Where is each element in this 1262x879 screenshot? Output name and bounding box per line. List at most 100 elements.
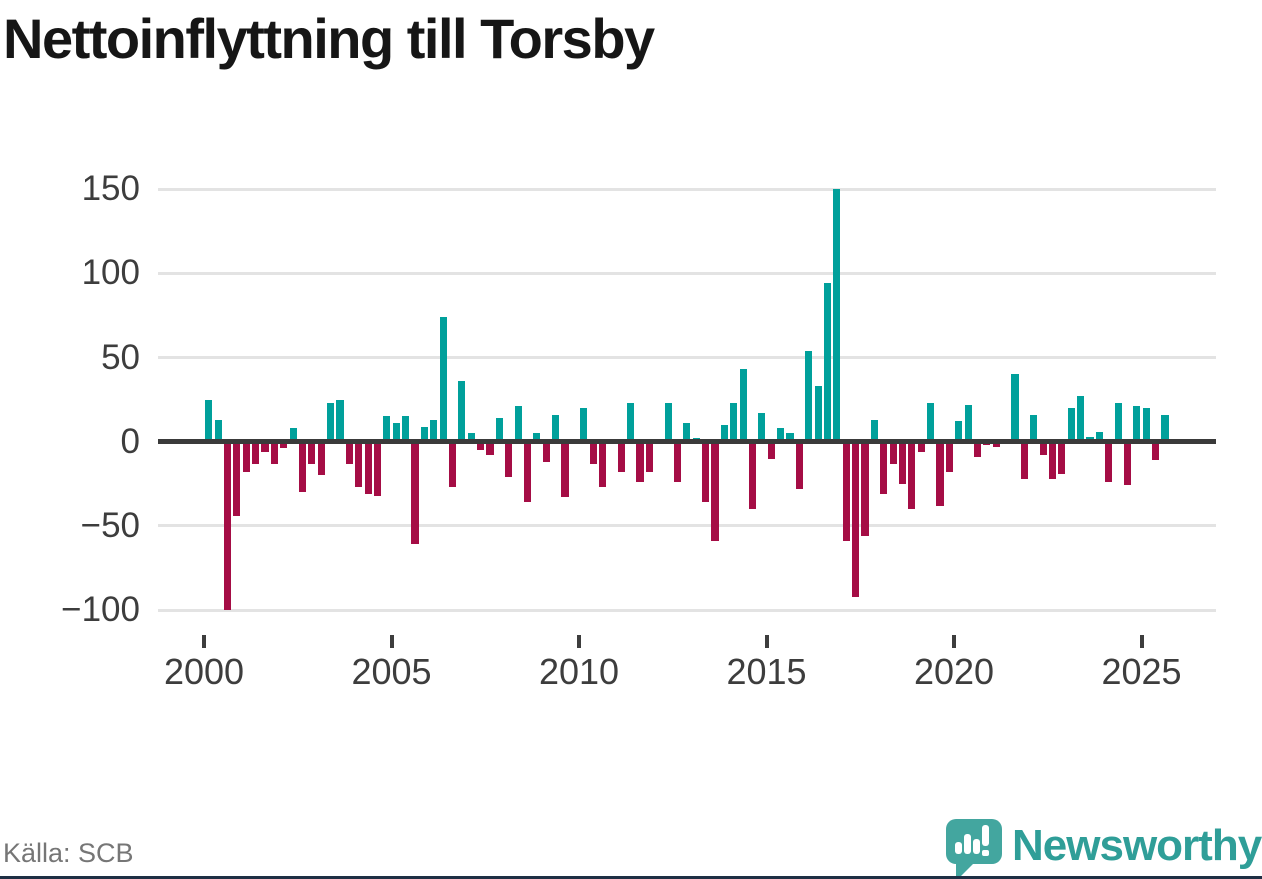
zero-axis-line [158, 439, 1216, 445]
bar-2017Q2 [852, 441, 860, 597]
bar-2023Q4 [1095, 431, 1103, 442]
bar-2019Q2 [927, 402, 935, 442]
bar-2011Q1 [617, 441, 625, 472]
bar-2018Q4 [908, 441, 916, 510]
bar-2025Q1 [1142, 408, 1150, 442]
bar-2020Q3 [973, 441, 982, 457]
bar-2022Q4 [1058, 441, 1066, 474]
bar-2013Q4 [720, 424, 728, 442]
bottom-accent-strip [0, 876, 1262, 879]
logo-bar-3 [973, 839, 980, 854]
bar-2023Q1 [1067, 408, 1075, 442]
bar-2016Q3 [823, 283, 832, 442]
bar-2016Q4 [833, 189, 841, 442]
bar-2024Q4 [1133, 406, 1141, 442]
bar-2005Q3 [411, 441, 419, 545]
bar-2001Q4 [270, 441, 278, 464]
bar-2003Q4 [345, 441, 353, 464]
bar-2020Q2 [964, 404, 972, 442]
bar-2015Q4 [795, 441, 803, 489]
bar-2017Q4 [870, 419, 878, 442]
bar-2003Q2 [327, 402, 335, 442]
x-axis-label-2005: 2005 [351, 651, 432, 692]
bar-2004Q1 [355, 441, 363, 488]
bar-2002Q2 [289, 428, 297, 442]
bar-2018Q1 [880, 441, 888, 494]
bar-2014Q3 [748, 441, 757, 510]
bar-2010Q3 [598, 441, 607, 488]
bar-2012Q4 [683, 423, 691, 442]
newsworthy-logo: Newsworthy [946, 817, 1262, 879]
bar-2014Q2 [739, 369, 747, 442]
bar-2015Q3 [786, 433, 794, 442]
bar-2015Q1 [767, 441, 775, 459]
bar-2012Q2 [664, 402, 672, 442]
bar-2012Q3 [673, 441, 682, 483]
bar-2005Q2 [402, 416, 410, 442]
bar-2006Q1 [430, 419, 438, 442]
bar-2014Q1 [730, 402, 738, 442]
bar-2001Q2 [252, 441, 260, 464]
bar-2003Q1 [317, 441, 325, 476]
bar-2016Q1 [805, 350, 813, 442]
x-axis-tick-2005 [389, 635, 394, 648]
bar-2019Q1 [917, 441, 925, 452]
bar-2023Q3 [1086, 436, 1094, 442]
x-axis-tick-2015 [764, 635, 769, 648]
bar-2013Q2 [702, 441, 710, 503]
bar-2008Q2 [514, 406, 522, 442]
x-axis-label-2020: 2020 [913, 651, 995, 692]
bar-2017Q1 [842, 441, 850, 542]
bar-2025Q2 [1152, 441, 1160, 461]
bar-2001Q3 [261, 441, 269, 452]
bar-2008Q4 [533, 433, 541, 442]
bar-2023Q2 [1077, 396, 1085, 442]
bar-2007Q4 [495, 418, 503, 442]
bar-2017Q3 [861, 441, 869, 536]
bar-2008Q1 [505, 441, 513, 478]
bar-2019Q4 [945, 441, 953, 472]
y-axis-label-50: 50 [101, 337, 140, 377]
bar-2003Q3 [336, 399, 344, 442]
x-axis-tick-2025 [1139, 635, 1144, 648]
bar-2018Q2 [889, 441, 897, 464]
bar-2011Q4 [645, 441, 653, 472]
bar-2009Q2 [552, 414, 560, 442]
bar-2015Q2 [777, 428, 785, 442]
x-axis-tick-2010 [577, 635, 581, 648]
source-text: Källa: SCB [3, 838, 134, 868]
bar-2009Q3 [561, 441, 569, 498]
x-axis-label-2025: 2025 [1101, 651, 1182, 692]
logo-bubble-tail [956, 862, 975, 879]
bar-2022Q3 [1048, 441, 1057, 479]
bar-2010Q1 [580, 408, 588, 442]
bar-2000Q2 [214, 419, 222, 442]
logo-bar-2 [964, 834, 971, 854]
y-axis-label-0: 0 [120, 421, 140, 461]
bar-2009Q1 [542, 441, 550, 462]
bar-2011Q2 [627, 402, 635, 442]
bar-2011Q3 [636, 441, 644, 483]
bar-2014Q4 [758, 413, 766, 442]
bar-2021Q1 [992, 441, 1000, 447]
bar-2024Q2 [1114, 402, 1122, 442]
logo-exclamation-bar [982, 825, 989, 846]
bar-2020Q1 [955, 421, 963, 442]
newsworthy-wordmark: Newsworthy [1012, 821, 1262, 870]
bar-2019Q3 [936, 441, 944, 506]
bar-2004Q3 [373, 441, 382, 496]
logo-bar-1 [955, 842, 962, 854]
bar-2007Q2 [477, 441, 485, 451]
bar-2006Q2 [439, 317, 447, 442]
bar-2024Q1 [1105, 441, 1113, 483]
bar-2002Q3 [298, 441, 307, 493]
bar-2000Q1 [205, 399, 213, 442]
y-axis-label--50: −50 [80, 505, 140, 545]
bar-2016Q2 [814, 386, 822, 442]
bar-2024Q3 [1123, 441, 1132, 486]
bar-2018Q3 [898, 441, 907, 484]
y-axis-label-150: 150 [81, 169, 140, 209]
bar-2007Q1 [467, 433, 475, 442]
